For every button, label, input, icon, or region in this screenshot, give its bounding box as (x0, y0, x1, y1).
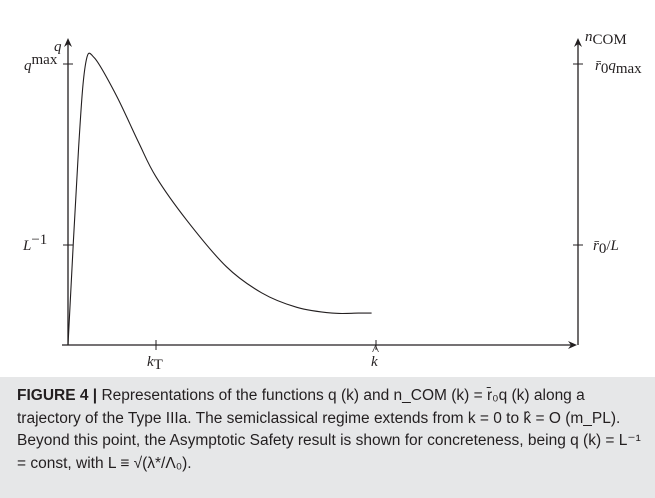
left-tick-L-inverse: L−1 (22, 232, 73, 254)
left-axis-label: q (54, 39, 62, 55)
x-tick-kT: kT (147, 340, 163, 373)
right-tick-r0-over-L: r̄0/L (573, 238, 619, 257)
svg-text:k: k (371, 354, 378, 370)
x-axis-arrow (568, 341, 577, 349)
right-y-axis-arrow (574, 38, 582, 47)
caption-label: FIGURE 4 | (17, 387, 98, 404)
right-tick-r0qmax: r̄0qmax (573, 58, 642, 77)
left-y-axis-arrow (64, 38, 72, 47)
svg-text:r̄0qmax: r̄0qmax (595, 58, 642, 77)
left-tick-qmax: qmax (24, 52, 73, 74)
svg-text:r̄0/L: r̄0/L (593, 238, 619, 257)
svg-text:qmax: qmax (24, 52, 58, 74)
caption-text: Representations of the functions q (k) a… (17, 387, 646, 472)
svg-text:L−1: L−1 (22, 232, 47, 254)
series-line (67, 52, 372, 346)
caption-background (0, 377, 655, 498)
chart-figure: q nCOM qmax L−1 r̄0qmax r̄0/L kT k ^ (22, 29, 642, 373)
figure-caption: FIGURE 4 | Representations of the functi… (17, 385, 642, 475)
right-axis-label: nCOM (585, 29, 627, 48)
x-tick-khat: k ^ (371, 340, 379, 370)
svg-text:kT: kT (147, 354, 163, 373)
svg-text:^: ^ (372, 343, 379, 359)
